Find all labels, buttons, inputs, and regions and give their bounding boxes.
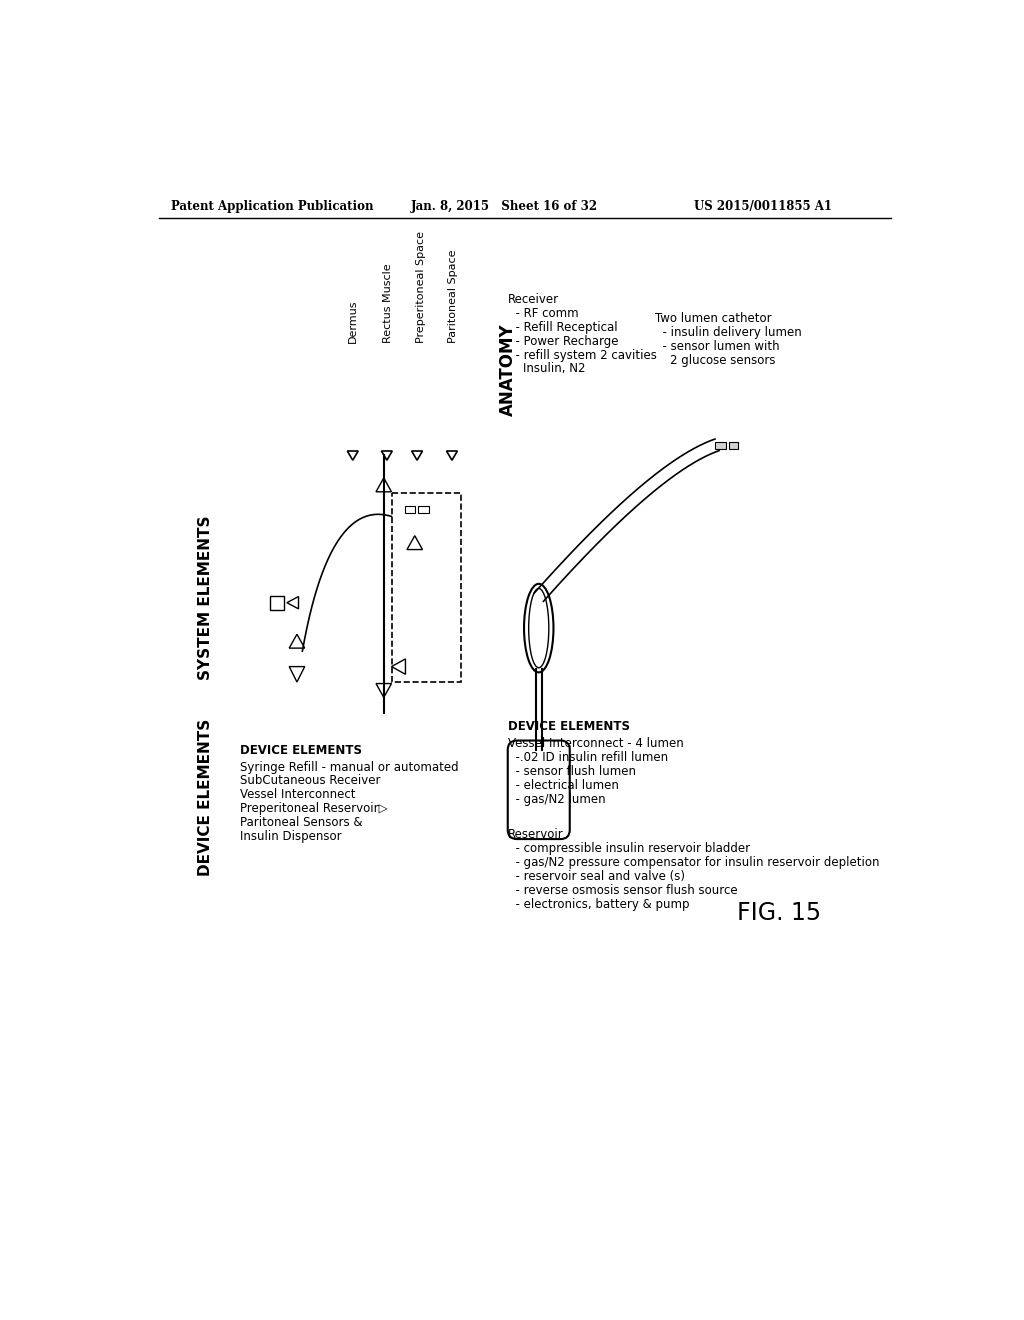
Polygon shape [289, 635, 305, 648]
Text: - reservoir seal and valve (s): - reservoir seal and valve (s) [508, 870, 685, 883]
Text: - Power Recharge: - Power Recharge [508, 335, 618, 347]
Bar [270, 595, 284, 610]
Text: Jan. 8, 2015   Sheet 16 of 32: Jan. 8, 2015 Sheet 16 of 32 [411, 199, 598, 213]
Text: DEVICE ELEMENTS: DEVICE ELEMENTS [241, 743, 362, 756]
Text: - gas/N2 lumen: - gas/N2 lumen [508, 793, 605, 807]
Ellipse shape [528, 589, 549, 668]
Polygon shape [407, 536, 423, 549]
Polygon shape [381, 451, 392, 461]
Text: Paritoneal Space: Paritoneal Space [449, 249, 459, 343]
Polygon shape [391, 659, 406, 675]
Text: - electronics, battery & pump: - electronics, battery & pump [508, 898, 689, 911]
Text: Preperitoneal Space: Preperitoneal Space [416, 231, 426, 343]
Bar [406, 507, 415, 512]
Bar [418, 507, 429, 512]
Text: Rectus Muscle: Rectus Muscle [383, 264, 392, 343]
Text: DEVICE ELEMENTS: DEVICE ELEMENTS [508, 721, 630, 734]
Text: - insulin delivery lumen: - insulin delivery lumen [655, 326, 802, 339]
Text: - sensor lumen with: - sensor lumen with [655, 341, 779, 354]
Text: Insulin Dispensor: Insulin Dispensor [241, 830, 342, 843]
Text: - sensor flush lumen: - sensor flush lumen [508, 766, 636, 779]
Text: ANATOMY: ANATOMY [499, 323, 517, 417]
Text: - RF comm: - RF comm [508, 308, 579, 319]
Text: Insulin, N2: Insulin, N2 [508, 363, 586, 375]
Text: FIG. 15: FIG. 15 [737, 902, 821, 925]
Polygon shape [376, 478, 391, 492]
Polygon shape [287, 597, 299, 609]
Text: - Refill Receptical: - Refill Receptical [508, 321, 617, 334]
FancyBboxPatch shape [508, 741, 569, 840]
Polygon shape [446, 451, 458, 461]
Text: SYSTEM ELEMENTS: SYSTEM ELEMENTS [198, 515, 213, 680]
Text: Syringe Refill - manual or automated: Syringe Refill - manual or automated [241, 760, 459, 774]
Text: Receiver: Receiver [508, 293, 559, 306]
Text: Dermus: Dermus [348, 300, 357, 343]
Text: - electrical lumen: - electrical lumen [508, 779, 618, 792]
Text: - refill system 2 cavities: - refill system 2 cavities [508, 348, 656, 362]
Bar [391, 494, 461, 682]
Polygon shape [347, 451, 358, 461]
Text: SubCutaneous Receiver: SubCutaneous Receiver [241, 775, 381, 788]
Text: Vessel Interconnect: Vessel Interconnect [241, 788, 356, 801]
Text: US 2015/0011855 A1: US 2015/0011855 A1 [693, 199, 831, 213]
Text: Two lumen cathetor: Two lumen cathetor [655, 313, 772, 326]
Text: - reverse osmosis sensor flush source: - reverse osmosis sensor flush source [508, 884, 737, 896]
Polygon shape [376, 684, 391, 697]
Bar [716, 442, 726, 449]
Text: Vessel Interconnect - 4 lumen: Vessel Interconnect - 4 lumen [508, 738, 683, 751]
Bar [729, 442, 738, 449]
Text: Patent Application Publication: Patent Application Publication [171, 199, 373, 213]
Text: Reservoir: Reservoir [508, 829, 563, 841]
Ellipse shape [524, 583, 554, 672]
Polygon shape [412, 451, 423, 461]
Text: DEVICE ELEMENTS: DEVICE ELEMENTS [198, 719, 213, 876]
Text: Paritoneal Sensors &: Paritoneal Sensors & [241, 816, 362, 829]
Text: - compressible insulin reservoir bladder: - compressible insulin reservoir bladder [508, 842, 750, 855]
Text: 2 glucose sensors: 2 glucose sensors [655, 354, 775, 367]
Text: -.02 ID insulin refill lumen: -.02 ID insulin refill lumen [508, 751, 668, 764]
Polygon shape [289, 667, 305, 682]
Text: - gas/N2 pressure compensator for insulin reservoir depletion: - gas/N2 pressure compensator for insuli… [508, 855, 880, 869]
Text: Preperitoneal Reservoir▷: Preperitoneal Reservoir▷ [241, 803, 388, 816]
